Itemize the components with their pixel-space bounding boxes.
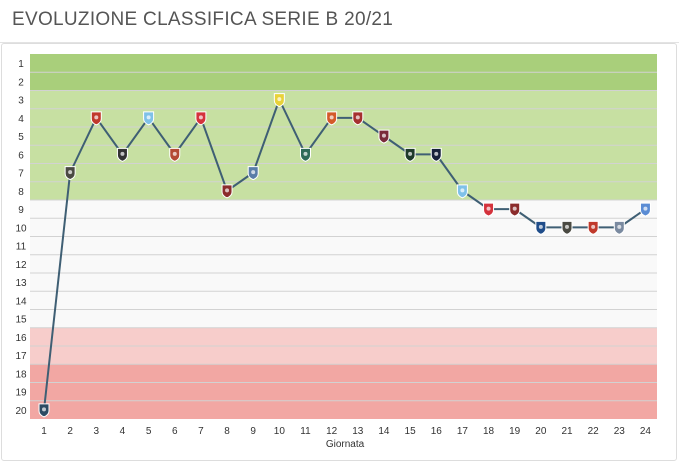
data-point [404,147,416,162]
x-tick-label: 4 [120,426,126,437]
data-point [561,220,573,235]
chart-title: EVOLUZIONE CLASSIFICA SERIE B 20/21 [12,9,394,30]
y-tick-label: 1 [18,59,24,70]
data-point [535,220,547,235]
y-tick-label: 11 [16,242,27,253]
data-point [247,166,259,181]
x-tick-label: 20 [535,426,547,437]
data-point [509,202,521,217]
x-tick-label: 15 [405,426,417,437]
data-point [587,220,599,235]
zone-band [30,364,657,419]
y-tick-label: 5 [18,132,24,143]
data-point [378,129,390,144]
data-point [38,403,50,418]
x-tick-label: 14 [378,426,390,437]
y-tick-label: 19 [15,388,27,399]
y-tick-label: 16 [15,333,27,344]
x-axis-label: Giornata [326,439,365,450]
data-point [90,111,102,126]
x-tick-label: 21 [561,426,573,437]
y-tick-label: 10 [15,223,27,234]
x-tick-label: 11 [300,426,311,437]
x-tick-label: 7 [198,426,204,437]
y-tick-label: 4 [18,114,24,125]
y-tick-label: 18 [15,369,27,380]
x-tick-label: 12 [326,426,338,437]
x-tick-label: 18 [483,426,495,437]
y-tick-label: 2 [18,77,24,88]
x-tick-label: 23 [614,426,626,437]
data-point [195,111,207,126]
data-point [613,220,625,235]
x-tick-label: 9 [250,426,256,437]
y-tick-label: 14 [15,296,27,307]
y-tick-label: 8 [18,187,24,198]
x-tick-label: 16 [431,426,443,437]
chart-frame: 1 2 3 4 5 6 7 8 9 10 11 12 13 14 15 16 17 18 19 20 1 2 3 4 5 6 7 8 9… [1,43,677,461]
data-point [430,147,442,162]
y-tick-label: 3 [18,96,24,107]
x-tick-label: 19 [509,426,521,437]
data-point [273,93,285,108]
data-point [352,111,364,126]
x-tick-label: 6 [172,426,178,437]
data-point [116,147,128,162]
x-tick-label: 5 [146,426,152,437]
header: EVOLUZIONE CLASSIFICA SERIE B 20/21 [0,0,679,43]
data-point [169,147,181,162]
data-point [326,111,338,126]
y-tick-label: 12 [15,260,27,271]
x-tick-label: 17 [457,426,469,437]
data-point [483,202,495,217]
data-point [639,202,651,217]
x-tick-label: 8 [224,426,230,437]
data-point [456,184,468,199]
data-point [64,166,76,181]
x-tick-label: 13 [352,426,364,437]
x-tick-label: 22 [588,426,600,437]
y-tick-label: 7 [18,169,24,180]
y-tick-label: 9 [18,205,24,216]
x-tick-label: 2 [67,426,73,437]
y-tick-label: 13 [15,278,27,289]
x-tick-label: 3 [94,426,100,437]
x-tick-label: 24 [640,426,652,437]
zone-band [30,200,657,328]
y-tick-label: 17 [15,351,27,362]
x-tick-label: 1 [41,426,47,437]
y-tick-label: 15 [15,315,27,326]
x-tick-label: 10 [274,426,286,437]
data-point [221,184,233,199]
data-point [300,147,311,162]
data-point [143,111,155,126]
y-tick-label: 6 [18,150,24,161]
y-tick-label: 20 [15,406,27,417]
